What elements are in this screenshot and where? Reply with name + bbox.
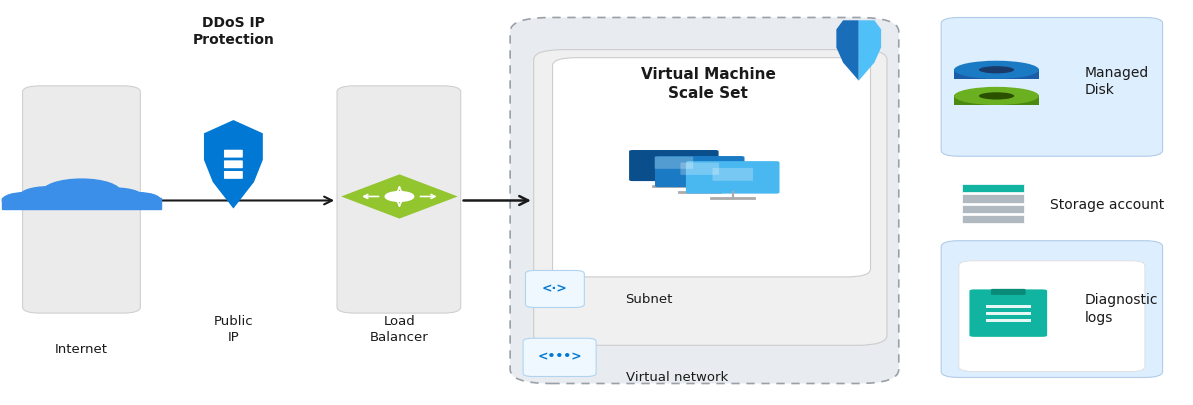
Text: Storage account: Storage account [1050, 198, 1163, 211]
FancyBboxPatch shape [224, 150, 243, 158]
Text: DDoS IP
Protection: DDoS IP Protection [192, 16, 274, 47]
Ellipse shape [954, 61, 1039, 79]
FancyBboxPatch shape [987, 305, 1031, 308]
Circle shape [62, 188, 123, 208]
FancyBboxPatch shape [523, 338, 596, 377]
Text: Subnet: Subnet [625, 292, 673, 305]
Polygon shape [204, 120, 262, 209]
Ellipse shape [979, 92, 1014, 100]
Text: Virtual Machine
Scale Set: Virtual Machine Scale Set [641, 67, 775, 101]
FancyBboxPatch shape [224, 160, 243, 168]
FancyBboxPatch shape [655, 156, 744, 187]
Circle shape [385, 192, 414, 201]
FancyBboxPatch shape [680, 162, 719, 175]
Circle shape [42, 179, 120, 206]
Text: Internet: Internet [55, 343, 109, 356]
FancyBboxPatch shape [987, 319, 1031, 322]
FancyBboxPatch shape [987, 312, 1031, 315]
FancyBboxPatch shape [963, 184, 1024, 192]
Text: Virtual network: Virtual network [625, 371, 728, 384]
FancyBboxPatch shape [525, 271, 585, 307]
FancyBboxPatch shape [655, 157, 693, 169]
Polygon shape [836, 20, 859, 81]
Ellipse shape [954, 87, 1039, 105]
Text: Managed
Disk: Managed Disk [1084, 66, 1149, 98]
FancyBboxPatch shape [511, 17, 898, 384]
Circle shape [116, 193, 161, 208]
FancyBboxPatch shape [224, 171, 243, 179]
FancyBboxPatch shape [533, 50, 888, 345]
Text: <·>: <·> [542, 282, 568, 296]
FancyBboxPatch shape [959, 261, 1145, 371]
Text: Public
IP: Public IP [214, 315, 253, 344]
Polygon shape [341, 174, 458, 219]
FancyBboxPatch shape [963, 215, 1024, 224]
FancyBboxPatch shape [954, 69, 1039, 79]
Text: Diagnostic
logs: Diagnostic logs [1084, 294, 1158, 325]
FancyBboxPatch shape [686, 161, 779, 194]
FancyBboxPatch shape [338, 86, 460, 313]
FancyBboxPatch shape [963, 205, 1024, 213]
FancyBboxPatch shape [991, 289, 1026, 295]
FancyBboxPatch shape [552, 58, 871, 277]
FancyBboxPatch shape [954, 95, 1039, 105]
Text: Load
Balancer: Load Balancer [370, 315, 428, 344]
FancyBboxPatch shape [970, 290, 1047, 337]
FancyBboxPatch shape [963, 194, 1024, 202]
FancyBboxPatch shape [941, 17, 1162, 156]
FancyBboxPatch shape [712, 168, 753, 181]
Text: <•••>: <•••> [537, 351, 582, 364]
FancyBboxPatch shape [23, 86, 141, 313]
Ellipse shape [979, 66, 1014, 73]
Circle shape [42, 190, 99, 209]
Circle shape [87, 188, 143, 207]
Circle shape [2, 193, 48, 208]
Circle shape [19, 187, 76, 206]
FancyBboxPatch shape [2, 198, 161, 209]
FancyBboxPatch shape [629, 150, 718, 181]
Polygon shape [859, 20, 882, 81]
FancyBboxPatch shape [941, 241, 1162, 377]
